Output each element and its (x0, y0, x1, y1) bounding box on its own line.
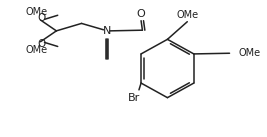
Text: N: N (103, 26, 111, 36)
Text: O: O (37, 13, 45, 23)
Text: O: O (37, 39, 45, 49)
Text: OMe: OMe (25, 7, 48, 17)
Text: OMe: OMe (25, 45, 48, 55)
Text: Br: Br (128, 93, 141, 103)
Text: OMe: OMe (177, 10, 199, 20)
Text: OMe: OMe (238, 48, 260, 58)
Text: O: O (137, 9, 146, 19)
